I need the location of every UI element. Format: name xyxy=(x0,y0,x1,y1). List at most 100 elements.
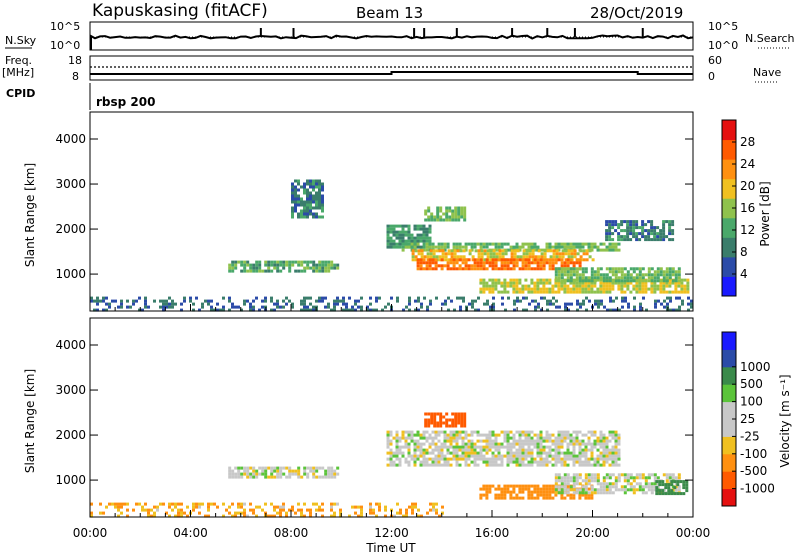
heatmap-cell xyxy=(434,261,438,265)
heatmap-cell xyxy=(602,248,606,252)
heatmap-cell xyxy=(590,457,594,461)
heatmap-cell xyxy=(617,223,621,227)
heatmap-cell xyxy=(539,487,543,491)
heatmap-cell xyxy=(494,487,498,491)
heatmap-cell xyxy=(563,479,567,483)
heatmap-cell xyxy=(270,308,273,312)
heatmap-cell xyxy=(581,491,585,495)
heatmap-cell xyxy=(327,466,331,470)
heatmap-cell xyxy=(629,279,633,283)
heatmap-cell xyxy=(503,439,507,443)
heatmap-cell xyxy=(603,305,606,309)
heatmap-cell xyxy=(398,233,402,237)
heatmap-cell xyxy=(608,281,612,285)
heatmap-cell xyxy=(566,473,570,477)
heatmap-cell xyxy=(612,308,615,312)
heatmap-cell xyxy=(427,218,431,222)
heatmap-cell xyxy=(231,502,234,506)
heatmap-cell xyxy=(237,466,241,470)
heatmap-cell xyxy=(392,454,396,458)
heatmap-cell xyxy=(449,430,453,434)
heatmap-cell xyxy=(575,479,579,483)
heatmap-cell xyxy=(554,454,558,458)
heatmap-cell xyxy=(440,264,444,268)
heatmap-cell xyxy=(653,473,657,477)
heatmap-cell xyxy=(476,439,480,443)
heatmap-cell xyxy=(674,287,678,291)
heatmap-cell xyxy=(500,242,504,246)
heatmap-cell xyxy=(614,242,618,246)
heatmap-cell xyxy=(336,472,340,476)
heatmap-cell xyxy=(90,296,93,300)
heatmap-cell xyxy=(177,511,180,515)
heatmap-cell xyxy=(270,502,273,506)
heatmap-cell xyxy=(463,418,467,422)
heatmap-cell xyxy=(620,281,624,285)
heatmap-cell xyxy=(632,279,636,283)
heatmap-cell xyxy=(626,287,630,291)
heatmap-cell xyxy=(582,302,585,306)
heatmap-cell xyxy=(339,511,342,515)
heatmap-cell xyxy=(455,439,459,443)
heatmap-cell xyxy=(445,424,449,428)
heatmap-cell xyxy=(587,476,591,480)
heatmap-cell xyxy=(473,463,477,467)
heatmap-cell xyxy=(497,496,501,500)
heatmap-cell xyxy=(656,235,660,239)
heatmap-cell xyxy=(303,296,306,300)
heatmap-cell xyxy=(661,492,665,496)
heatmap-cell xyxy=(527,284,531,288)
heatmap-cell xyxy=(578,445,582,449)
heatmap-cell xyxy=(515,493,519,497)
heatmap-cell xyxy=(419,236,423,240)
heatmap-cell xyxy=(315,266,319,270)
heatmap-cell xyxy=(548,487,552,491)
heatmap-cell xyxy=(605,238,609,242)
heatmap-cell xyxy=(449,267,453,271)
heatmap-cell xyxy=(479,493,483,497)
heatmap-cell xyxy=(679,480,683,484)
heatmap-cell xyxy=(638,281,642,285)
heatmap-cell xyxy=(351,505,354,509)
heatmap-cell xyxy=(617,451,621,455)
heatmap-cell xyxy=(246,466,250,470)
heatmap-cell xyxy=(504,252,508,256)
heatmap-cell xyxy=(662,284,666,288)
heatmap-cell xyxy=(413,463,417,467)
heatmap-cell xyxy=(617,242,621,246)
heatmap-cell xyxy=(596,488,600,492)
heatmap-cell xyxy=(459,305,462,309)
heatmap-cell xyxy=(530,493,534,497)
heatmap-cell xyxy=(488,430,492,434)
heatmap-cell xyxy=(667,489,671,493)
heatmap-cell xyxy=(585,249,589,253)
heatmap-cell xyxy=(485,460,489,464)
heatmap-cell xyxy=(587,460,591,464)
heatmap-cell xyxy=(483,249,487,253)
heatmap-cell xyxy=(557,258,561,262)
heatmap-cell xyxy=(635,281,639,285)
heatmap-cell xyxy=(473,445,477,449)
heatmap-cell xyxy=(569,242,573,246)
heatmap-cell xyxy=(464,445,468,449)
heatmap-cell xyxy=(509,490,513,494)
heatmap-cell xyxy=(398,445,402,449)
cpid-label: CPID xyxy=(6,87,35,100)
heatmap-cell xyxy=(506,436,510,440)
heatmap-cell xyxy=(264,472,268,476)
heatmap-cell xyxy=(455,436,459,440)
heatmap-cell xyxy=(560,493,564,497)
heatmap-cell xyxy=(611,267,615,271)
heatmap-cell xyxy=(276,475,280,479)
heatmap-cell xyxy=(530,261,534,265)
heatmap-cell xyxy=(552,252,556,256)
heatmap-cell xyxy=(629,482,633,486)
heatmap-cell xyxy=(102,299,105,303)
heatmap-cell xyxy=(647,279,651,283)
heatmap-cell xyxy=(267,269,271,273)
heatmap-cell xyxy=(500,284,504,288)
heatmap-cell xyxy=(489,252,493,256)
heatmap-cell xyxy=(575,281,579,285)
heatmap-cell xyxy=(312,469,316,473)
heatmap-cell xyxy=(461,430,465,434)
